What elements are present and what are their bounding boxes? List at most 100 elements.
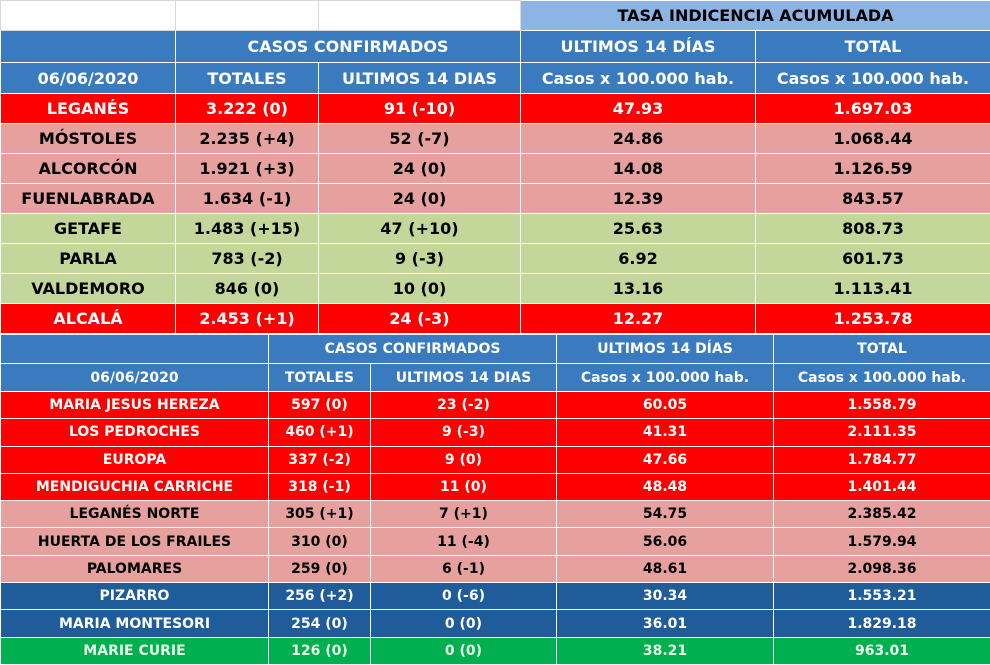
header-cell: TOTALES — [176, 63, 319, 94]
data-cell: 601.73 — [756, 244, 990, 274]
data-cell: 47.66 — [557, 446, 774, 473]
data-cell: 52 (-7) — [319, 124, 521, 154]
data-cell: 1.784.77 — [774, 446, 990, 473]
area-name: VALDEMORO — [1, 274, 176, 304]
area-name: MARIA MONTESORI — [1, 610, 269, 637]
data-cell: 47 (+10) — [319, 214, 521, 244]
data-cell: 47.93 — [521, 94, 756, 124]
blank-cell — [1, 335, 269, 364]
data-cell: 12.39 — [521, 184, 756, 214]
area-name: ALCALÁ — [1, 304, 176, 334]
data-cell: 10 (0) — [319, 274, 521, 304]
data-cell: 1.126.59 — [756, 154, 990, 184]
header-cell: ULTIMOS 14 DIAS — [371, 364, 557, 392]
data-cell: 30.34 — [557, 583, 774, 610]
data-cell: 38.21 — [557, 637, 774, 664]
data-cell: 14.08 — [521, 154, 756, 184]
data-cell: 23 (-2) — [371, 392, 557, 419]
data-cell: 846 (0) — [176, 274, 319, 304]
data-cell: 1.579.94 — [774, 528, 990, 555]
area-name: MÓSTOLES — [1, 124, 176, 154]
data-cell: 54.75 — [557, 501, 774, 528]
data-cell: 9 (-3) — [371, 419, 557, 446]
area-name: ALCORCÓN — [1, 154, 176, 184]
area-name: LEGANÉS NORTE — [1, 501, 269, 528]
data-cell: 783 (-2) — [176, 244, 319, 274]
data-cell: 24 (0) — [319, 154, 521, 184]
header-cell: Casos x 100.000 hab. — [756, 63, 990, 94]
data-cell: 460 (+1) — [269, 419, 371, 446]
area-name: LOS PEDROCHES — [1, 419, 269, 446]
data-cell: 12.27 — [521, 304, 756, 334]
area-name: EUROPA — [1, 446, 269, 473]
data-cell: 0 (0) — [371, 610, 557, 637]
data-cell: 24.86 — [521, 124, 756, 154]
area-name: HUERTA DE LOS FRAILES — [1, 528, 269, 555]
area-name: GETAFE — [1, 214, 176, 244]
data-cell: 48.48 — [557, 473, 774, 500]
data-cell: 256 (+2) — [269, 583, 371, 610]
area-name: MARIE CURIE — [1, 637, 269, 664]
area-name: PARLA — [1, 244, 176, 274]
data-cell: 259 (0) — [269, 555, 371, 582]
area-name: PIZARRO — [1, 583, 269, 610]
header-cell: TOTAL — [756, 31, 990, 63]
data-cell: 24 (0) — [319, 184, 521, 214]
data-cell: 9 (0) — [371, 446, 557, 473]
data-cell: 60.05 — [557, 392, 774, 419]
data-cell: 11 (0) — [371, 473, 557, 500]
data-cell: 318 (-1) — [269, 473, 371, 500]
data-cell: 126 (0) — [269, 637, 371, 664]
data-cell: 305 (+1) — [269, 501, 371, 528]
blank-cell — [1, 31, 176, 63]
data-cell: 1.483 (+15) — [176, 214, 319, 244]
data-cell: 1.697.03 — [756, 94, 990, 124]
header-cell: TOTALES — [269, 364, 371, 392]
header-cell: Casos x 100.000 hab. — [557, 364, 774, 392]
header-cell: CASOS CONFIRMADOS — [269, 335, 557, 364]
data-cell: 337 (-2) — [269, 446, 371, 473]
data-cell: 3.222 (0) — [176, 94, 319, 124]
header-row: CASOS CONFIRMADOS ULTIMOS 14 DÍAS TOTAL — [1, 31, 990, 63]
header-cell: ULTIMOS 14 DÍAS — [557, 335, 774, 364]
blank-cell — [176, 1, 319, 31]
header-cell: ULTIMOS 14 DÍAS — [521, 31, 756, 63]
data-cell: 1.068.44 — [756, 124, 990, 154]
header-row: CASOS CONFIRMADOS ULTIMOS 14 DÍAS TOTAL — [1, 335, 990, 364]
data-cell: 0 (0) — [371, 637, 557, 664]
data-cell: 963.01 — [774, 637, 990, 664]
data-cell: 1.634 (-1) — [176, 184, 319, 214]
data-cell: 91 (-10) — [319, 94, 521, 124]
blank-cell — [1, 1, 176, 31]
header-cell: Casos x 100.000 hab. — [521, 63, 756, 94]
data-cell: 2.453 (+1) — [176, 304, 319, 334]
header-cell: 06/06/2020 — [1, 364, 269, 392]
data-cell: 1.921 (+3) — [176, 154, 319, 184]
data-cell: 597 (0) — [269, 392, 371, 419]
area-name: MARIA JESUS HEREZA — [1, 392, 269, 419]
data-cell: 808.73 — [756, 214, 990, 244]
data-cell: 9 (-3) — [319, 244, 521, 274]
data-cell: 2.098.36 — [774, 555, 990, 582]
data-cell: 1.401.44 — [774, 473, 990, 500]
data-cell: 2.385.42 — [774, 501, 990, 528]
area-name: PALOMARES — [1, 555, 269, 582]
area-name: LEGANÉS — [1, 94, 176, 124]
data-cell: 1.553.21 — [774, 583, 990, 610]
data-cell: 41.31 — [557, 419, 774, 446]
